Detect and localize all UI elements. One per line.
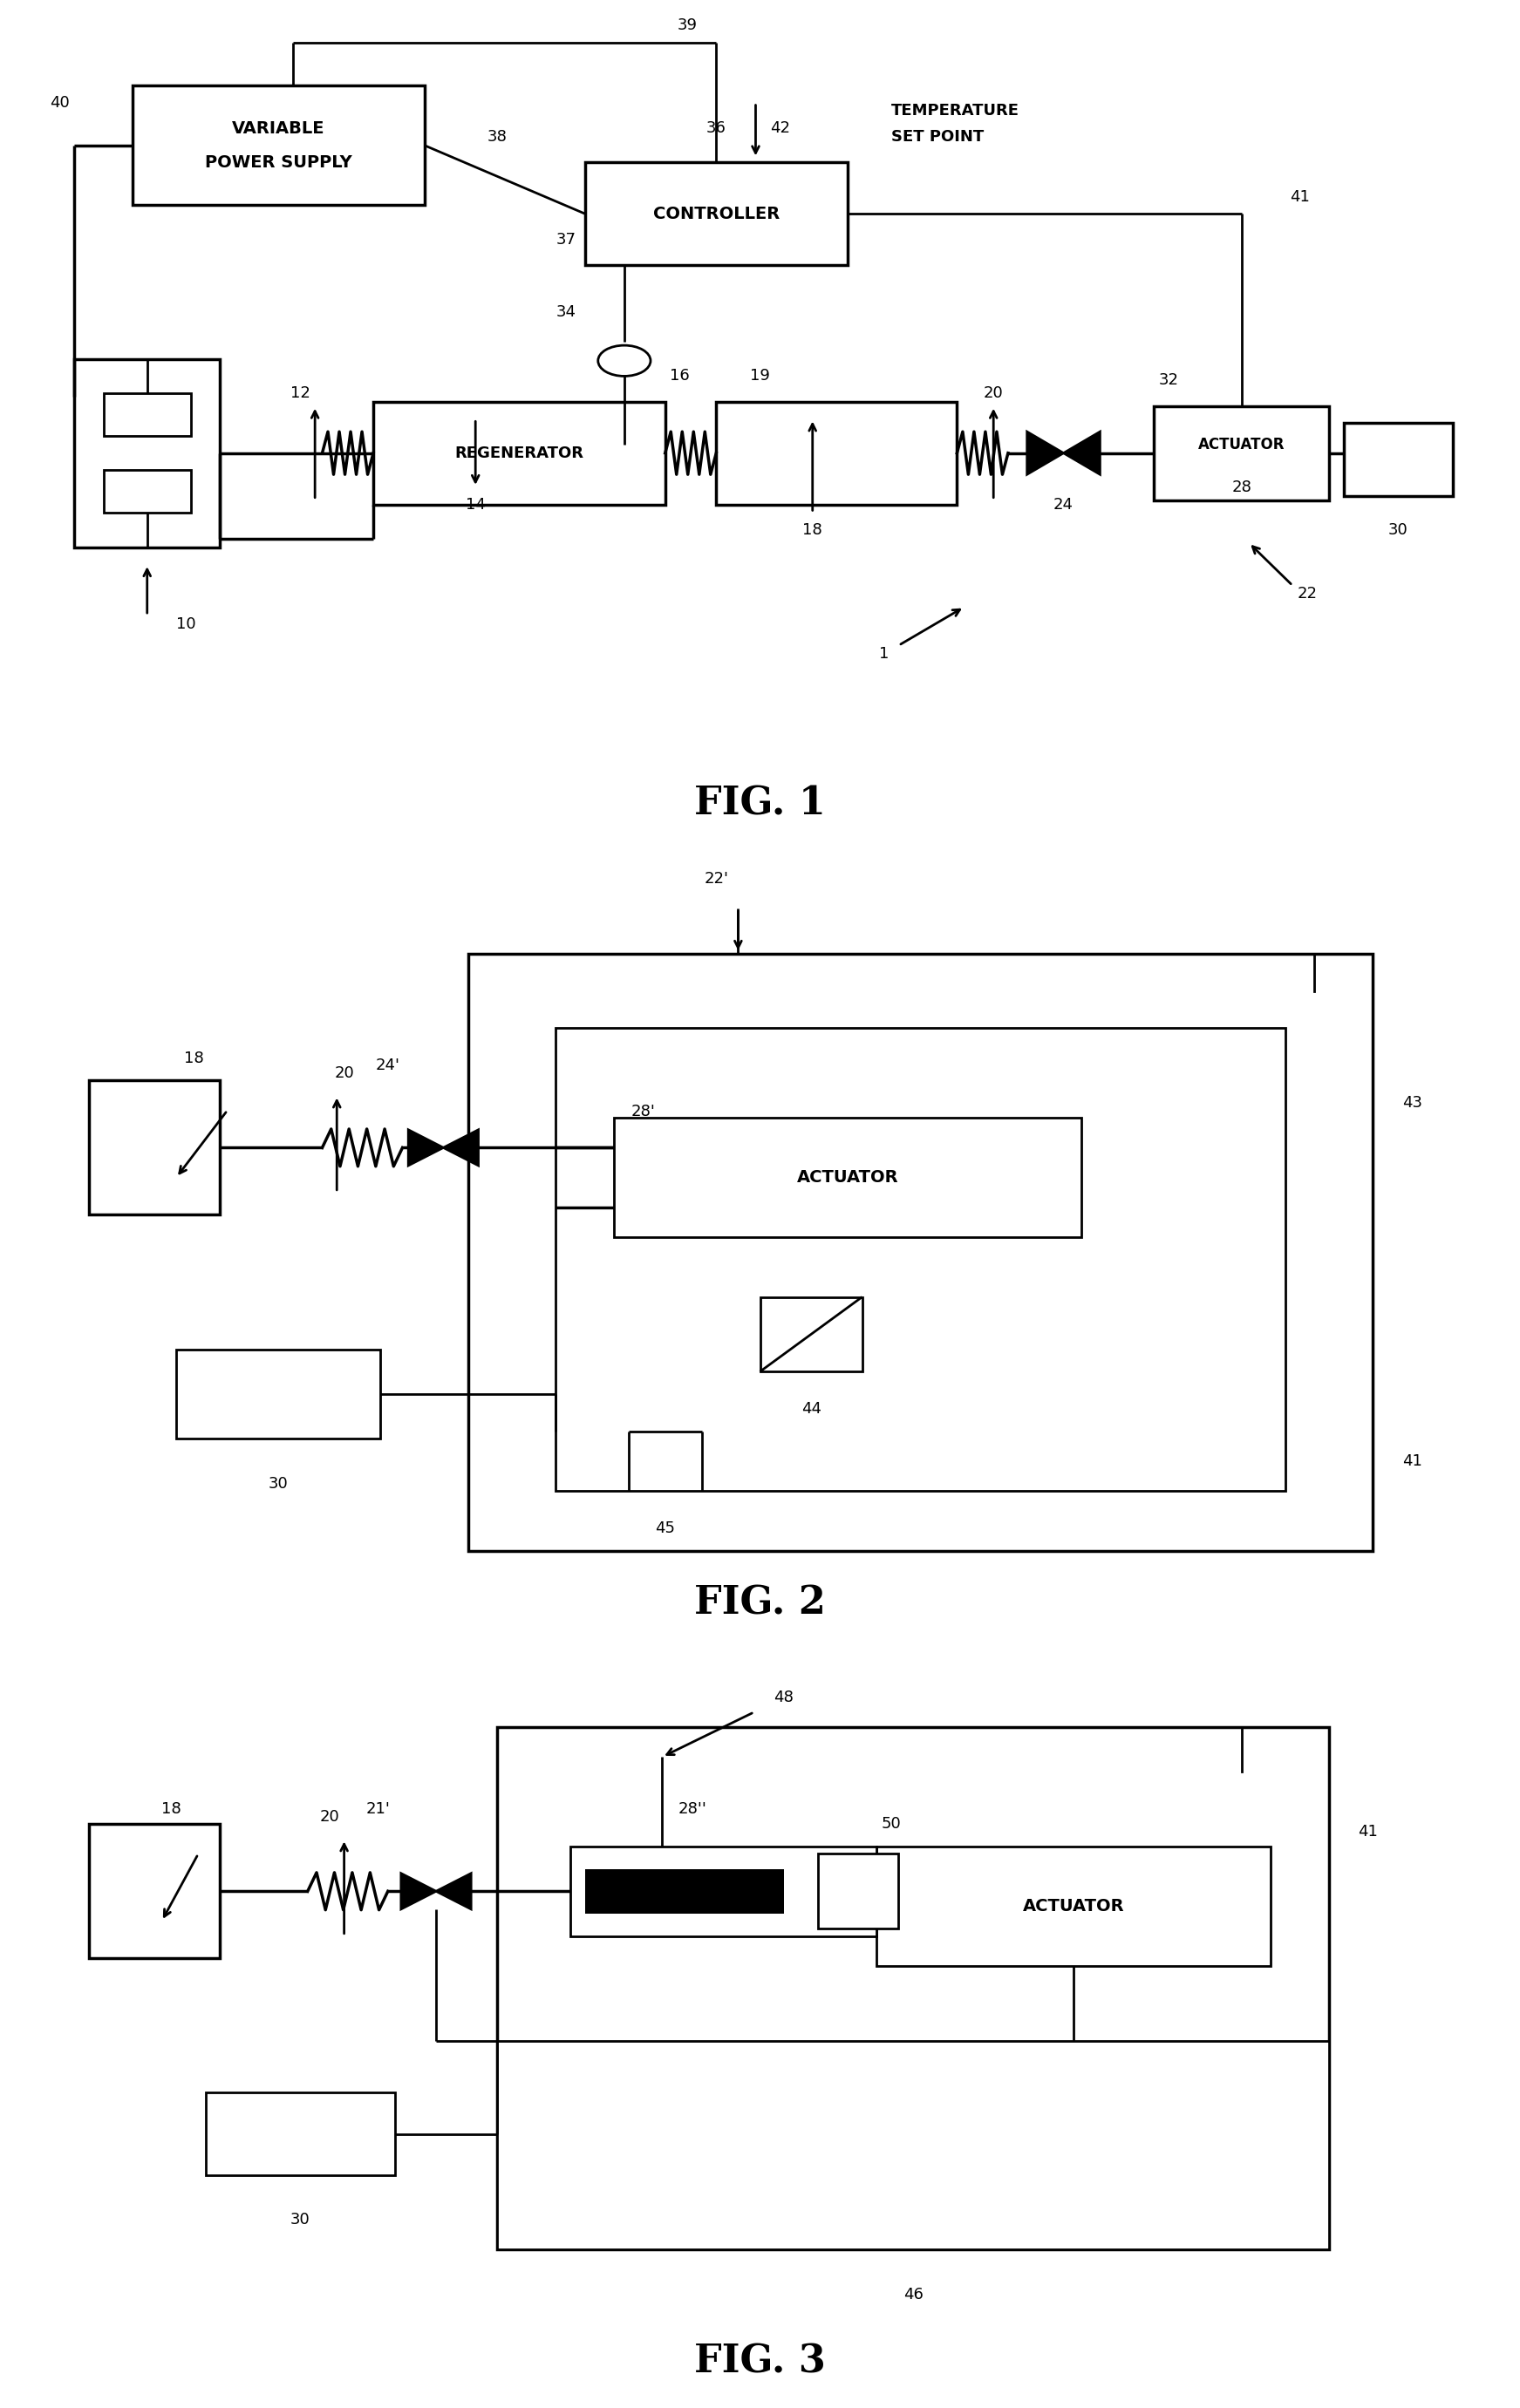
Text: TEMPERATURE: TEMPERATURE (891, 104, 1020, 118)
Text: 32: 32 (1158, 373, 1178, 388)
Text: 46: 46 (903, 2288, 923, 2302)
Bar (585, 161, 848, 265)
Text: 22: 22 (1297, 585, 1318, 602)
Bar (1154, 407, 1328, 501)
Text: 28': 28' (631, 1103, 655, 1120)
Bar (556, 1028, 1286, 1491)
Polygon shape (444, 1129, 479, 1165)
Text: 18: 18 (161, 1801, 181, 1818)
Text: 14: 14 (465, 496, 485, 513)
Text: 24': 24' (375, 1057, 400, 1074)
Bar (1344, 424, 1453, 496)
Text: 18: 18 (803, 523, 822, 537)
Bar (497, 1727, 1328, 2249)
Text: 19: 19 (749, 368, 771, 383)
Text: CONTROLLER: CONTROLLER (654, 205, 780, 222)
Bar (570, 1847, 877, 1936)
Bar (205, 2093, 395, 2174)
Text: 18: 18 (184, 1050, 204, 1067)
Bar (103, 470, 192, 513)
Text: 21': 21' (365, 1801, 389, 1818)
Text: 22': 22' (704, 872, 728, 886)
Bar (374, 402, 666, 503)
Text: 44: 44 (801, 1401, 821, 1416)
Text: 10: 10 (176, 616, 196, 631)
Text: 42: 42 (771, 120, 790, 137)
Text: FIG. 1: FIG. 1 (695, 785, 825, 821)
Text: POWER SUPPLY: POWER SUPPLY (205, 154, 353, 171)
Polygon shape (436, 1873, 471, 1910)
Text: 41: 41 (1401, 1454, 1423, 1469)
Text: 24: 24 (1053, 496, 1073, 513)
Text: 37: 37 (556, 231, 576, 248)
Text: REGENERATOR: REGENERATOR (454, 445, 584, 460)
Text: 20: 20 (983, 385, 1003, 402)
Text: ACTUATOR: ACTUATOR (1198, 436, 1284, 453)
Text: 45: 45 (655, 1519, 675, 1536)
Text: FIG. 3: FIG. 3 (695, 2343, 825, 2379)
Text: 1: 1 (879, 645, 889, 662)
Text: 30: 30 (269, 1476, 289, 1491)
Bar (716, 402, 958, 503)
Bar (88, 1081, 220, 1214)
Text: 40: 40 (50, 94, 70, 111)
Polygon shape (1028, 431, 1064, 474)
Text: 20: 20 (334, 1064, 354, 1081)
Bar (132, 87, 424, 205)
Text: VARIABLE: VARIABLE (233, 120, 325, 137)
Text: SET POINT: SET POINT (891, 130, 983, 144)
Text: ACTUATOR: ACTUATOR (1023, 1898, 1125, 1914)
Polygon shape (409, 1129, 444, 1165)
Polygon shape (401, 1873, 436, 1910)
Text: 48: 48 (774, 1690, 793, 1705)
Text: 43: 43 (1401, 1096, 1423, 1110)
Bar (614, 1117, 1081, 1238)
Text: 50: 50 (882, 1816, 901, 1832)
Text: 30: 30 (1388, 523, 1409, 537)
Bar (497, 2040, 1328, 2249)
Text: ACTUATOR: ACTUATOR (796, 1170, 898, 1185)
Bar (88, 1825, 220, 1958)
Text: 30: 30 (290, 2213, 310, 2227)
Bar (103, 393, 192, 436)
Text: 41: 41 (1290, 188, 1310, 205)
Bar (74, 359, 220, 547)
Text: 38: 38 (488, 130, 508, 144)
Bar (877, 1847, 1271, 1965)
Text: 34: 34 (556, 303, 576, 320)
Text: FIG. 2: FIG. 2 (695, 1584, 825, 1621)
Polygon shape (1064, 431, 1100, 474)
Bar (760, 1298, 862, 1373)
Text: 41: 41 (1359, 1823, 1379, 1840)
Text: 39: 39 (676, 17, 698, 34)
Bar (818, 1854, 898, 1929)
Text: 16: 16 (670, 368, 690, 383)
Bar (468, 954, 1373, 1551)
Text: 12: 12 (290, 385, 310, 402)
Text: 36: 36 (707, 120, 727, 137)
Bar (176, 1348, 380, 1440)
Bar (585, 1869, 784, 1914)
Text: 20: 20 (319, 1808, 339, 1825)
Text: 28'': 28'' (678, 1801, 707, 1818)
Text: 28: 28 (1231, 479, 1251, 496)
